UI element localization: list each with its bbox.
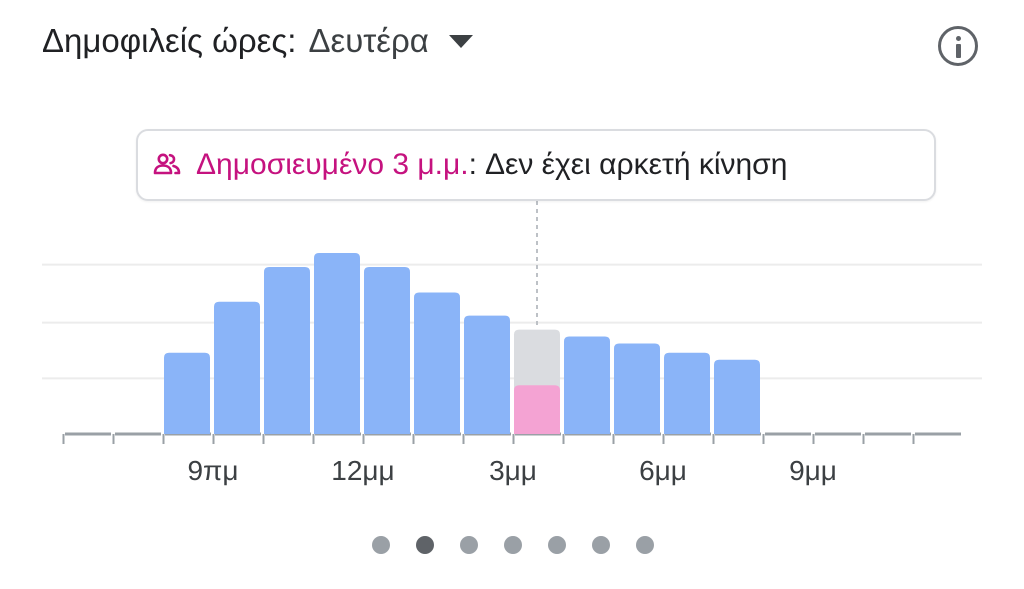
selected-day-label[interactable]: Δευτέρα bbox=[308, 22, 429, 59]
hour-bar bbox=[364, 266, 410, 434]
pagination-dot-active[interactable] bbox=[416, 536, 434, 554]
pagination-dot[interactable] bbox=[636, 536, 654, 554]
tooltip-status: Δεν έχει αρκετή κίνηση bbox=[484, 148, 788, 181]
hour-bar bbox=[414, 292, 460, 434]
tooltip-time: Δημοσιευμένο 3 μ.μ. bbox=[196, 148, 469, 181]
x-tick-label: 9μμ bbox=[789, 455, 837, 486]
x-tick-label: 12μμ bbox=[331, 455, 394, 486]
hour-bar bbox=[714, 359, 760, 434]
popular-times-title: Δημοφιλείς ώρες: bbox=[42, 22, 297, 59]
hour-bar bbox=[564, 336, 610, 434]
x-tick-label: 3μμ bbox=[489, 455, 537, 486]
pagination-dot[interactable] bbox=[592, 536, 610, 554]
hour-bar bbox=[264, 266, 310, 434]
x-tick-label: 6μμ bbox=[639, 455, 687, 486]
popular-times-chart: 9πμ 12μμ 3μμ 6μμ 9μμ bbox=[42, 201, 982, 486]
chevron-down-icon[interactable] bbox=[448, 34, 473, 48]
hour-bar bbox=[614, 343, 660, 434]
hour-bar bbox=[314, 253, 360, 434]
info-icon-bar bbox=[956, 44, 961, 58]
hour-bar bbox=[214, 301, 260, 434]
people-icon bbox=[153, 153, 181, 175]
x-tick-label: 9πμ bbox=[187, 455, 238, 486]
pagination-dot[interactable] bbox=[504, 536, 522, 554]
live-busyness-tooltip: Δημοσιευμένο 3 μ.μ. : Δεν έχει αρκετή κί… bbox=[136, 129, 936, 201]
day-pagination bbox=[0, 534, 1024, 558]
day-selector[interactable]: Δευτέρα bbox=[308, 22, 473, 60]
hour-bar bbox=[164, 352, 210, 434]
popular-times-header: Δημοφιλείς ώρες: Δευτέρα bbox=[42, 22, 473, 60]
info-icon-dot bbox=[956, 36, 961, 41]
pagination-dot[interactable] bbox=[372, 536, 390, 554]
pagination-dot[interactable] bbox=[460, 536, 478, 554]
hour-bar bbox=[664, 352, 710, 434]
tooltip-separator: : bbox=[468, 148, 477, 181]
live-busyness-bar bbox=[514, 385, 560, 434]
pagination-dot[interactable] bbox=[548, 536, 566, 554]
hour-bar bbox=[464, 315, 510, 434]
info-icon[interactable] bbox=[938, 26, 978, 66]
